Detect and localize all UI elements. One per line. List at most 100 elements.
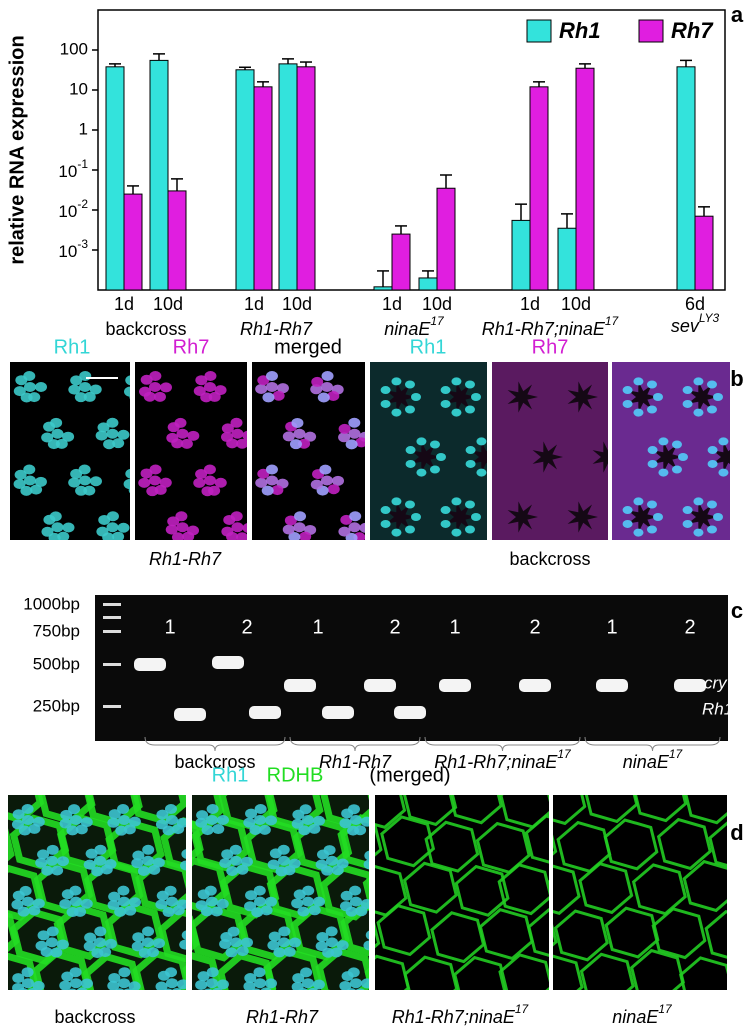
micrograph [252,362,383,589]
cell-blob [240,937,253,948]
cell-outline [8,864,44,921]
brace [289,736,421,752]
gel-group-label: backcross [174,752,255,772]
cell-blob [164,804,177,815]
gel-band [174,708,206,721]
cell-blob [79,475,91,486]
cell-blob [310,572,322,582]
cell-blob [108,809,121,820]
y-tick-label-sup: -1 [77,157,88,171]
cell-blob [103,439,116,450]
cell-blob [349,511,362,522]
cell-blob [404,500,415,509]
y-tick-label: 10-2 [58,197,88,221]
cell-blob [294,511,307,522]
cell-blob [243,817,256,828]
cell-blob [41,432,54,443]
cell-blob [17,906,30,917]
cell-blob [28,988,38,990]
cell-blob [350,978,362,989]
caption: Rh1-Rh7 [149,549,222,569]
cell-outline [603,818,659,871]
cell-blob [142,844,155,855]
cell-blob [253,885,266,896]
cell-blob [74,392,87,403]
cell-blob [176,428,189,439]
cell-blob [440,399,451,408]
cell-blob [332,571,344,581]
cell-outline [528,996,580,1032]
cell-outline [8,726,60,775]
cell-outline [143,1003,195,1032]
band-label: cry [704,673,728,692]
cell-outline [448,795,503,825]
brace [424,736,581,752]
cell-blob [374,1019,386,1029]
bar [373,286,393,291]
cell-blob [125,468,130,479]
cell-blob [230,511,243,522]
cell-blob [404,380,415,389]
cell-blob [257,375,270,386]
cell-blob [30,484,43,495]
channel-label: Rh1 [212,764,249,786]
cell-blob [159,382,172,393]
cell-outline [453,955,509,990]
bar [167,190,187,291]
cell-blob [365,930,369,940]
cell-blob [208,579,220,589]
cell-blob [230,937,242,948]
cell-blob [199,579,211,589]
caption-text: Rh1-Rh7 [246,1007,319,1027]
cell-blob [77,558,89,568]
cell-blob [713,513,723,521]
channel-label: Rh1 [54,336,91,358]
cell-blob [11,899,24,910]
cell-outline [553,864,581,915]
cell-blob [304,431,317,442]
star-dark [507,381,538,413]
cell-blob [254,896,266,907]
cell-blob [318,1012,330,1022]
cell-blob [325,926,338,937]
micrograph-content [143,795,386,1032]
cell-blob [172,988,182,990]
gel-group-label: Rh1-Rh7 [319,752,392,772]
cell-blob [283,946,296,957]
cell-blob [327,484,340,495]
cell-blob [13,478,26,489]
cell-outline [198,1000,250,1032]
cell-blob [371,579,383,589]
group-label-sup: 17 [605,314,620,328]
cell-blob [83,941,96,952]
lane-number: 2 [529,616,540,638]
cell-blob [28,823,41,834]
cell-blob [229,1012,241,1022]
bar [253,86,273,291]
cell-blob [278,937,290,948]
cell-blob [62,431,75,442]
bar [105,66,125,291]
micrograph-content [255,371,383,589]
cell-blob [94,855,106,866]
cell-blob [331,475,344,486]
cell-outline [454,864,510,917]
cell-blob [46,855,58,866]
cell-blob [278,926,291,937]
cell-blob [106,428,119,439]
cell-blob [79,569,91,579]
cell-blob [70,375,83,386]
cell-blob [155,981,168,990]
star-dark [627,381,658,413]
cell-blob [706,500,717,509]
cell-blob [112,438,125,449]
cell-blob [165,967,178,978]
cell-blob [100,864,113,875]
cell-blob [138,477,151,488]
cell-blob [380,519,391,528]
cell-blob [51,428,64,439]
cell-blob [278,855,290,866]
cell-blob [316,932,329,943]
cell-blob [255,572,267,582]
cell-blob [236,532,247,540]
